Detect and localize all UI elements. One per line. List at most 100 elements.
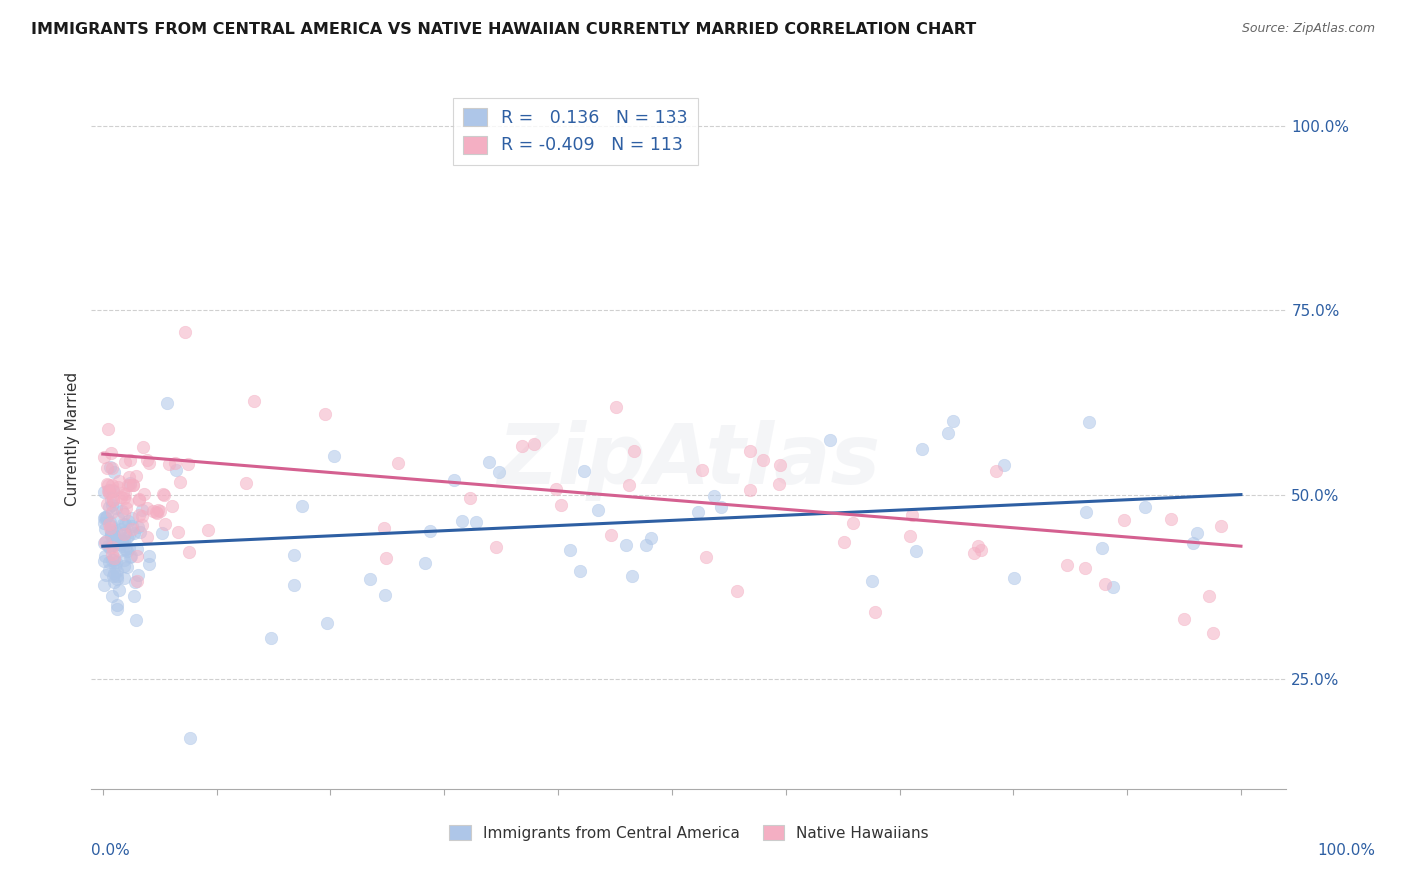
Point — [96, 568, 118, 582]
Point — [105, 598, 128, 612]
Point — [107, 480, 129, 494]
Point — [1173, 612, 1195, 626]
Point — [359, 573, 381, 587]
Point — [605, 400, 627, 414]
Point — [97, 555, 120, 569]
Point — [122, 589, 145, 603]
Point — [316, 615, 339, 630]
Point — [96, 476, 118, 491]
Point — [179, 731, 201, 745]
Point — [114, 517, 136, 532]
Point — [138, 557, 160, 571]
Point — [132, 440, 155, 454]
Point — [125, 574, 148, 589]
Point — [620, 568, 643, 582]
Point — [98, 486, 121, 500]
Point — [105, 569, 128, 583]
Point — [586, 502, 609, 516]
Point — [100, 492, 122, 507]
Point — [443, 473, 465, 487]
Point — [101, 498, 124, 512]
Point — [485, 541, 508, 555]
Point — [146, 503, 169, 517]
Point — [100, 446, 122, 460]
Point — [942, 413, 965, 427]
Point — [94, 509, 117, 524]
Point — [96, 511, 118, 525]
Point — [898, 529, 921, 543]
Point — [1002, 571, 1025, 585]
Point — [842, 516, 865, 531]
Point — [101, 523, 124, 537]
Point — [105, 555, 128, 569]
Point — [103, 550, 125, 565]
Point — [162, 499, 184, 513]
Point — [103, 528, 125, 542]
Point — [177, 545, 200, 559]
Point — [93, 554, 115, 568]
Text: IMMIGRANTS FROM CENTRAL AMERICA VS NATIVE HAWAIIAN CURRENTLY MARRIED CORRELATION: IMMIGRANTS FROM CENTRAL AMERICA VS NATIV… — [31, 22, 976, 37]
Point — [115, 500, 138, 515]
Point — [105, 573, 128, 587]
Point — [122, 526, 145, 541]
Point — [129, 525, 152, 540]
Point — [97, 517, 120, 532]
Point — [108, 537, 131, 551]
Point — [702, 488, 724, 502]
Point — [450, 514, 472, 528]
Point — [101, 540, 124, 554]
Point — [100, 553, 122, 567]
Point — [1074, 561, 1097, 575]
Point — [623, 444, 645, 458]
Point — [103, 484, 125, 499]
Point — [103, 492, 125, 507]
Point — [138, 456, 160, 470]
Point — [120, 549, 142, 563]
Point — [93, 578, 115, 592]
Point — [121, 511, 143, 525]
Point — [458, 491, 481, 505]
Text: ZipAtlas: ZipAtlas — [498, 420, 880, 500]
Point — [127, 520, 149, 534]
Point — [860, 574, 883, 588]
Point — [640, 531, 662, 545]
Point — [725, 583, 748, 598]
Point — [243, 394, 266, 409]
Point — [145, 505, 167, 519]
Point — [96, 461, 118, 475]
Point — [131, 508, 153, 523]
Point — [117, 514, 139, 528]
Point — [132, 487, 155, 501]
Point — [112, 539, 135, 553]
Point — [174, 326, 197, 340]
Point — [768, 477, 790, 491]
Point — [993, 458, 1015, 472]
Point — [560, 543, 582, 558]
Text: 0.0%: 0.0% — [91, 843, 131, 858]
Point — [112, 558, 135, 573]
Point — [96, 509, 118, 524]
Point — [103, 532, 125, 546]
Point — [832, 535, 855, 549]
Point — [375, 551, 398, 566]
Point — [963, 546, 986, 560]
Point — [93, 485, 115, 500]
Point — [901, 508, 924, 522]
Point — [103, 552, 125, 566]
Point — [478, 455, 501, 469]
Point — [387, 457, 409, 471]
Point — [108, 583, 131, 598]
Point — [1094, 577, 1116, 591]
Point — [101, 478, 124, 492]
Point — [636, 538, 658, 552]
Point — [152, 488, 174, 502]
Point — [125, 469, 148, 483]
Point — [1185, 526, 1208, 541]
Point — [104, 524, 127, 539]
Point — [769, 458, 792, 472]
Point — [122, 478, 145, 492]
Point — [97, 540, 120, 554]
Point — [163, 456, 186, 470]
Point — [938, 425, 960, 440]
Point — [93, 516, 115, 530]
